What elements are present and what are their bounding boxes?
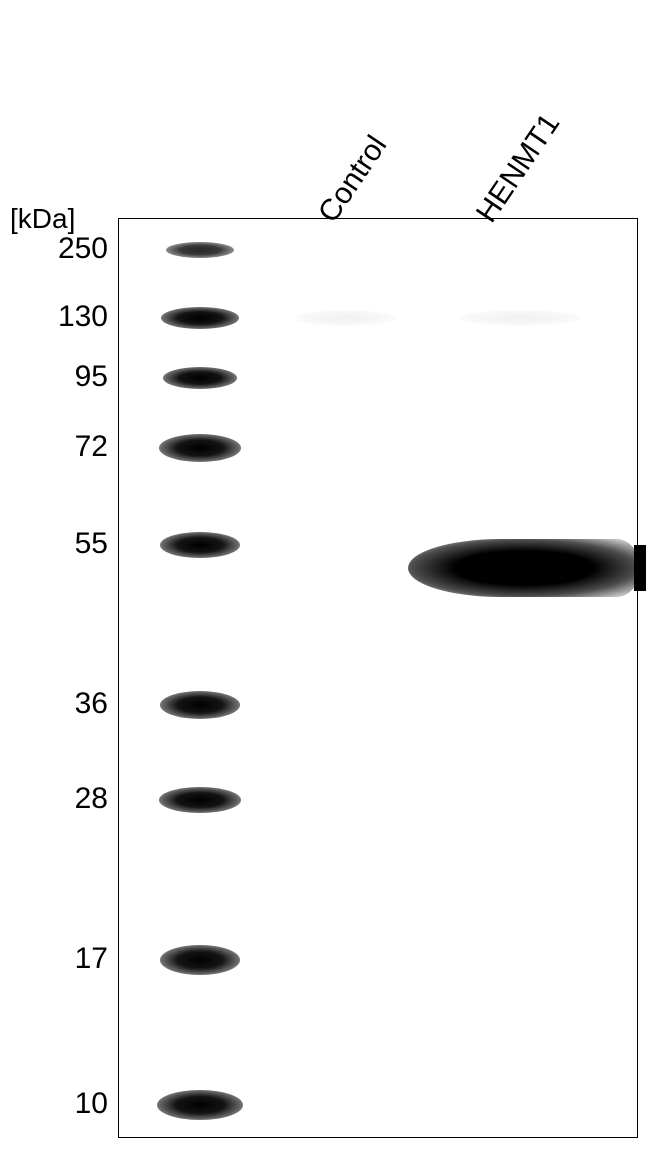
- mw-label-95: 95: [8, 360, 108, 394]
- sample-band-henmt1: [408, 539, 640, 597]
- mw-label-250: 250: [8, 232, 108, 266]
- ladder-band-130: [161, 307, 239, 329]
- western-blot-figure: [kDa] Control HENMT1 250 130 95 72 55 36…: [0, 0, 650, 1160]
- unit-label: [kDa]: [10, 203, 75, 235]
- ladder-band-36: [160, 691, 240, 719]
- ladder-band-95: [163, 367, 237, 389]
- lane-label-henmt1: HENMT1: [470, 108, 567, 229]
- mw-label-55: 55: [8, 527, 108, 561]
- ladder-band-250: [166, 242, 234, 258]
- lane-label-control: Control: [312, 130, 394, 229]
- faint-band-henmt1-130: [460, 310, 580, 326]
- mw-label-36: 36: [8, 687, 108, 721]
- mw-label-17: 17: [8, 942, 108, 976]
- ladder-band-28: [159, 787, 241, 813]
- ladder-band-17: [160, 945, 240, 975]
- mw-label-10: 10: [8, 1087, 108, 1121]
- ladder-band-10: [157, 1090, 243, 1120]
- faint-band-control-130: [295, 310, 395, 326]
- blot-frame: [118, 218, 638, 1138]
- mw-label-72: 72: [8, 430, 108, 464]
- mw-label-28: 28: [8, 782, 108, 816]
- mw-label-130: 130: [8, 300, 108, 334]
- ladder-band-55: [160, 532, 240, 558]
- ladder-band-72: [159, 434, 241, 462]
